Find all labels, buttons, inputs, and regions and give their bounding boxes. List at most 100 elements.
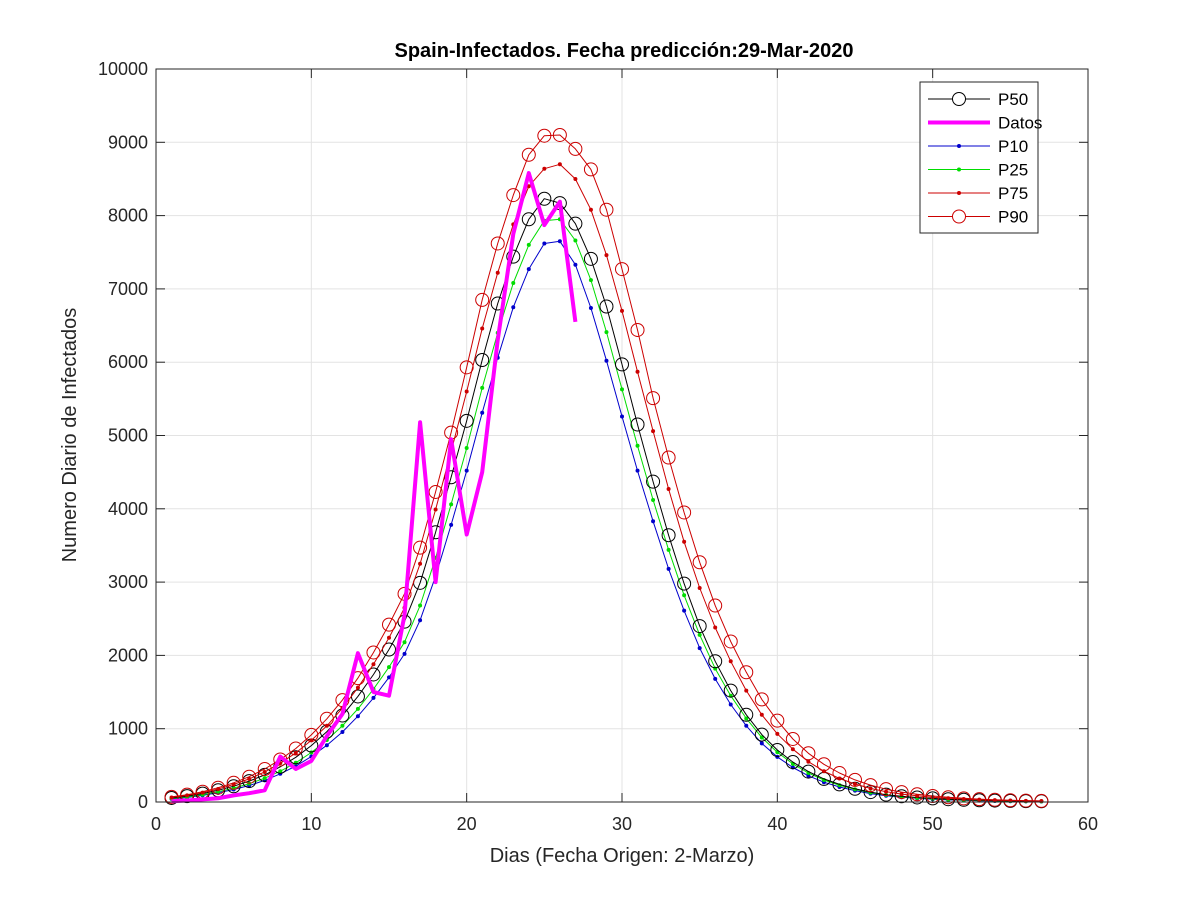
data-point-p90 <box>894 785 909 800</box>
legend-label-p10: P10 <box>998 137 1028 156</box>
data-point-p75 <box>480 326 485 331</box>
data-point-p50 <box>521 212 536 227</box>
data-point-p50 <box>475 353 490 368</box>
data-point-p25 <box>604 330 609 335</box>
data-point-p75 <box>697 585 702 590</box>
data-point-p75 <box>588 207 593 212</box>
legend-item-p50: P50 <box>928 90 1028 109</box>
data-point-p25 <box>278 769 283 774</box>
x-tick-label: 0 <box>151 814 161 834</box>
data-point-p10 <box>324 743 329 748</box>
legend-item-p75: P75 <box>928 184 1028 203</box>
data-point-p25 <box>635 443 640 448</box>
data-point-p25 <box>526 242 531 247</box>
data-point-p25 <box>262 776 267 781</box>
data-point-p90 <box>987 792 1002 807</box>
data-point-p90 <box>1003 793 1018 808</box>
data-point-p90 <box>910 787 925 802</box>
data-point-p50 <box>770 742 785 757</box>
data-point-p75 <box>682 539 687 544</box>
data-point-p90 <box>319 711 334 726</box>
data-point-p25 <box>355 706 360 711</box>
legend-label-datos: Datos <box>998 114 1042 133</box>
data-point-p75 <box>853 782 857 787</box>
data-point-p10 <box>759 741 764 746</box>
data-point-p50 <box>754 727 769 742</box>
data-point-p50 <box>785 755 800 770</box>
data-point-p75 <box>526 184 531 189</box>
data-point-p75 <box>169 795 174 800</box>
data-point-p50 <box>615 357 629 372</box>
data-point-p90 <box>630 322 645 337</box>
data-point-p50 <box>630 417 645 432</box>
data-point-p25 <box>588 278 593 283</box>
data-point-p10 <box>464 468 469 473</box>
data-point-p10 <box>666 566 671 571</box>
legend-marker-p75 <box>957 191 961 195</box>
data-point-p25 <box>651 498 656 503</box>
data-point-p90 <box>568 141 583 156</box>
data-point-p50 <box>910 790 925 805</box>
data-point-p25 <box>418 603 423 608</box>
data-point-p10 <box>557 239 562 244</box>
y-tick-label: 5000 <box>108 426 148 446</box>
data-point-p90 <box>506 188 521 203</box>
y-tick-label: 7000 <box>108 279 148 299</box>
data-point-p90 <box>832 766 847 781</box>
data-point-p10 <box>806 773 811 778</box>
data-point-p75 <box>806 759 811 764</box>
data-point-p10 <box>651 519 656 524</box>
data-point-p50 <box>506 249 521 264</box>
y-tick-label: 1000 <box>108 719 148 739</box>
chart-title: Spain-Infectados. Fecha predicción:29-Ma… <box>394 40 853 62</box>
data-point-p90 <box>257 762 272 777</box>
data-point-p50 <box>661 528 676 543</box>
data-point-p90 <box>490 236 505 251</box>
y-tick-label: 6000 <box>108 352 148 372</box>
data-point-p75 <box>884 789 889 794</box>
x-tick-label: 20 <box>457 814 477 834</box>
data-point-p90 <box>646 391 661 406</box>
data-point-p75 <box>604 253 609 258</box>
legend-item-p25: P25 <box>928 161 1028 180</box>
data-point-p90 <box>521 147 536 162</box>
y-tick-label: 0 <box>138 792 148 812</box>
data-point-p75 <box>573 176 578 181</box>
data-point-p90 <box>661 450 676 465</box>
data-point-p75 <box>775 731 780 736</box>
data-point-p75 <box>868 786 873 791</box>
data-point-p90 <box>708 598 723 613</box>
data-point-p50 <box>646 474 661 489</box>
data-point-p10 <box>588 305 593 310</box>
data-point-p10 <box>542 241 547 246</box>
data-point-p90 <box>754 692 769 707</box>
data-point-p75 <box>542 166 547 171</box>
data-point-p90 <box>537 128 552 143</box>
legend-label-p25: P25 <box>998 161 1028 180</box>
x-tick-label: 50 <box>923 814 943 834</box>
data-point-p90 <box>785 731 800 746</box>
series-datos <box>171 171 578 804</box>
data-point-p10 <box>526 267 531 272</box>
data-point-p75 <box>247 776 252 781</box>
y-tick-label: 4000 <box>108 499 148 519</box>
data-point-p90 <box>677 505 692 520</box>
series-p90 <box>164 127 1049 808</box>
y-tick-label: 10000 <box>98 59 148 79</box>
data-point-p10 <box>573 262 578 267</box>
data-point-p25 <box>666 547 671 552</box>
legend-box <box>919 81 1039 234</box>
data-point-p90 <box>459 360 474 375</box>
data-point-p90 <box>801 746 816 761</box>
data-point-p10 <box>355 714 360 719</box>
data-point-p90 <box>956 791 971 806</box>
data-point-p90 <box>475 292 490 307</box>
data-point-p25 <box>387 665 391 670</box>
axis-ticks: 0 10 20 30 40 50 60 0 1000 2000 3000 4000 5000 6000 70… <box>98 59 1098 834</box>
data-point-p25 <box>449 502 454 507</box>
data-point-p90 <box>583 162 598 177</box>
data-point-p75 <box>418 561 423 566</box>
data-point-p90 <box>1018 793 1033 808</box>
data-point-p90 <box>226 775 241 790</box>
